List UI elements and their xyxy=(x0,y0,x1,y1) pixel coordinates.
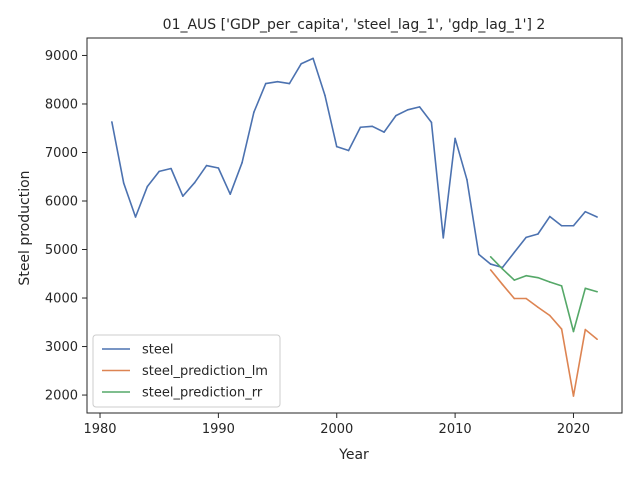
y-tick-label: 4000 xyxy=(45,292,78,307)
data-point-steel xyxy=(548,215,551,218)
legend-frame xyxy=(92,334,281,408)
x-axis-title: Year xyxy=(338,447,369,463)
x-tick-label: 1980 xyxy=(83,422,116,437)
data-point-steel xyxy=(454,137,456,140)
legend-label-steel_prediction_rr: steel_prediction_rr xyxy=(142,386,263,401)
data-point-steel_prediction_rr xyxy=(501,268,504,270)
data-point-steel_prediction_lm xyxy=(525,297,527,300)
data-point-steel xyxy=(300,62,303,65)
data-point-steel xyxy=(146,185,149,188)
data-point-steel_prediction_lm xyxy=(596,338,598,341)
data-point-steel_prediction_rr xyxy=(513,279,516,281)
x-tick-label: 1990 xyxy=(202,422,235,437)
data-point-steel_prediction_lm xyxy=(513,297,516,300)
data-point-steel_prediction_lm xyxy=(489,269,492,271)
data-point-steel xyxy=(418,106,421,108)
data-point-steel xyxy=(406,108,409,111)
legend-label-steel: steel xyxy=(142,343,173,358)
data-point-steel_prediction_rr xyxy=(596,290,598,293)
data-point-steel_prediction_rr xyxy=(584,287,587,290)
data-point-steel xyxy=(347,149,350,152)
data-point-steel xyxy=(477,253,480,256)
data-point-steel xyxy=(205,164,208,167)
data-point-steel xyxy=(253,111,255,114)
data-point-steel xyxy=(217,167,220,169)
x-tick-label: 2020 xyxy=(557,422,590,437)
data-point-steel xyxy=(134,216,137,218)
axes-frame xyxy=(86,37,623,414)
y-tick-label: 8000 xyxy=(45,97,78,112)
data-point-steel xyxy=(241,161,243,164)
chart-title: 01_AUS ['GDP_per_capita', 'steel_lag_1',… xyxy=(163,17,546,33)
y-tick-label: 5000 xyxy=(45,243,78,258)
legend: steel steel_prediction_lm steel_prediction… xyxy=(92,334,281,408)
data-point-steel xyxy=(395,114,397,117)
series-line-steel_prediction_rr xyxy=(490,256,598,333)
data-point-steel xyxy=(466,178,468,181)
data-point-steel_prediction_rr xyxy=(489,255,492,258)
y-tick-label: 9000 xyxy=(45,49,78,64)
data-point-steel xyxy=(383,131,385,133)
data-point-steel xyxy=(276,80,279,83)
data-point-steel xyxy=(182,195,184,197)
data-point-steel xyxy=(584,210,587,213)
data-point-steel xyxy=(158,170,161,173)
data-point-steel_prediction_rr xyxy=(525,274,527,277)
data-point-steel_prediction_lm xyxy=(537,306,539,309)
data-point-steel xyxy=(359,126,362,129)
data-point-steel_prediction_rr xyxy=(572,330,575,333)
y-tick-label: 3000 xyxy=(45,340,78,355)
data-point-steel_prediction_lm xyxy=(501,283,504,286)
data-point-steel xyxy=(312,57,314,60)
data-point-steel xyxy=(193,181,196,184)
data-point-steel xyxy=(560,224,563,227)
data-point-steel_prediction_rr xyxy=(560,285,563,287)
data-point-steel xyxy=(572,224,575,227)
data-point-steel xyxy=(122,182,125,184)
data-point-steel xyxy=(525,236,527,239)
data-point-steel xyxy=(371,125,374,128)
data-point-steel_prediction_lm xyxy=(584,328,587,331)
data-point-steel_prediction_rr xyxy=(537,276,539,279)
data-point-steel xyxy=(537,233,539,235)
y-axis-title: Steel production xyxy=(17,170,33,285)
data-point-steel xyxy=(489,263,492,265)
series-line-steel xyxy=(111,57,598,269)
data-point-steel_prediction_lm xyxy=(572,395,575,397)
data-point-steel xyxy=(430,121,433,124)
data-point-steel xyxy=(513,251,516,254)
y-tick-label: 7000 xyxy=(45,146,78,161)
data-point-steel xyxy=(442,237,445,239)
data-point-steel xyxy=(596,216,598,218)
x-tick-label: 2000 xyxy=(320,422,353,437)
x-tick-label: 2010 xyxy=(439,422,472,437)
data-point-steel_prediction_lm xyxy=(560,328,563,330)
data-point-steel xyxy=(170,167,172,170)
data-point-steel xyxy=(335,145,338,148)
plot-area: 1980 1990 2000 2010 2020 2000 3000 4000 5000 6000… xyxy=(45,37,623,437)
y-tick-label: 6000 xyxy=(45,195,78,210)
data-point-steel xyxy=(288,82,291,85)
legend-label-steel_prediction_lm: steel_prediction_lm xyxy=(142,364,268,379)
data-point-steel xyxy=(264,82,267,85)
y-tick-label: 2000 xyxy=(45,389,78,404)
data-point-steel_prediction_lm xyxy=(548,314,551,317)
data-point-steel_prediction_rr xyxy=(548,281,551,283)
series-line-steel_prediction_lm xyxy=(489,269,598,397)
data-point-steel xyxy=(324,94,326,97)
data-point-steel xyxy=(111,121,113,123)
data-point-steel xyxy=(229,193,232,196)
